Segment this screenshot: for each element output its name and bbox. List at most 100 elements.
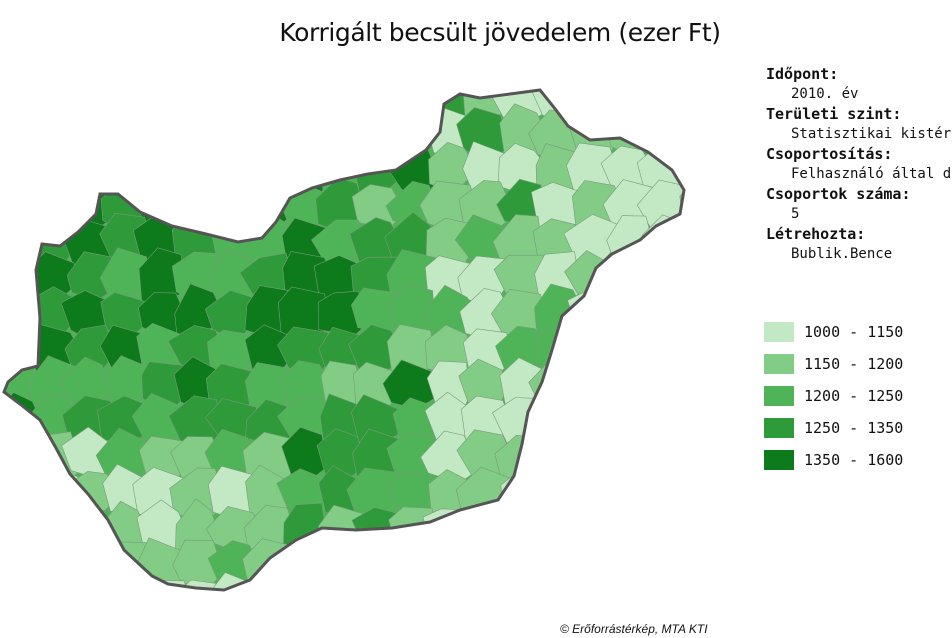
map-region bbox=[30, 503, 77, 558]
map-region bbox=[177, 146, 226, 199]
map-region bbox=[672, 537, 684, 590]
map-region bbox=[599, 542, 659, 590]
region-cells bbox=[4, 90, 684, 590]
map-region bbox=[140, 109, 184, 158]
map-region bbox=[278, 90, 331, 121]
map-region bbox=[4, 471, 43, 520]
map-region bbox=[460, 538, 515, 589]
map-region bbox=[98, 90, 153, 126]
map-region bbox=[4, 90, 47, 129]
map-region bbox=[568, 505, 621, 556]
info-label: Létrehozta: bbox=[766, 225, 866, 243]
map-region bbox=[206, 90, 257, 121]
map-region bbox=[65, 90, 121, 121]
map-region bbox=[244, 103, 297, 161]
map-region bbox=[639, 432, 684, 487]
map-region bbox=[492, 504, 552, 562]
legend-label: 1350 - 1600 bbox=[804, 451, 904, 469]
map-region bbox=[600, 359, 661, 412]
map-region bbox=[248, 90, 298, 128]
map-region bbox=[22, 577, 79, 590]
map-region bbox=[210, 104, 259, 165]
map-region bbox=[644, 90, 684, 124]
map-region bbox=[66, 106, 116, 164]
legend-label: 1200 - 1250 bbox=[804, 387, 904, 405]
info-label: Csoportok száma: bbox=[766, 185, 911, 203]
map-region bbox=[675, 90, 684, 123]
map-region bbox=[637, 250, 684, 302]
map-region bbox=[27, 180, 84, 228]
map-region bbox=[565, 399, 618, 447]
map-region bbox=[25, 141, 80, 199]
map-region bbox=[4, 143, 46, 198]
info-label: Csoportosítás: bbox=[766, 145, 893, 163]
map-region bbox=[527, 396, 587, 451]
map-region bbox=[566, 539, 618, 590]
map-region bbox=[318, 109, 369, 162]
map-region bbox=[600, 325, 660, 377]
hungary-map-svg bbox=[2, 88, 686, 592]
map-region bbox=[4, 113, 47, 161]
map-region bbox=[530, 465, 584, 521]
map-region bbox=[673, 109, 684, 164]
info-row-grouping: Csoportosítás: Felhasználó által definiá… bbox=[766, 144, 952, 184]
info-value: Felhasználó által definiált bbox=[791, 166, 952, 182]
map-region bbox=[99, 106, 156, 159]
map-region bbox=[277, 107, 328, 162]
map-region bbox=[352, 572, 407, 590]
info-value: 2010. év bbox=[791, 86, 859, 102]
info-value: 5 bbox=[791, 206, 800, 222]
legend-swatch bbox=[764, 450, 794, 470]
map-region bbox=[601, 574, 656, 590]
map-region bbox=[175, 103, 223, 159]
map-region bbox=[604, 283, 658, 340]
map-region bbox=[568, 361, 625, 412]
map-region bbox=[386, 538, 443, 590]
map-region bbox=[209, 183, 260, 228]
legend-swatch bbox=[764, 322, 794, 342]
map-region bbox=[533, 544, 586, 590]
map-region bbox=[457, 507, 515, 560]
map-region bbox=[26, 541, 80, 590]
info-value: Statisztikai kistérség bbox=[791, 126, 952, 142]
map-region bbox=[678, 254, 684, 302]
map-region bbox=[567, 290, 617, 344]
map-region bbox=[462, 577, 508, 590]
map-region bbox=[388, 90, 438, 123]
map-region bbox=[102, 577, 153, 590]
map-region bbox=[317, 90, 365, 122]
map-region bbox=[4, 505, 47, 555]
map-region bbox=[569, 90, 620, 126]
map-region bbox=[28, 90, 79, 121]
map-region bbox=[205, 145, 265, 199]
map-region bbox=[636, 358, 684, 409]
map-region bbox=[680, 323, 684, 378]
legend-label: 1250 - 1350 bbox=[804, 419, 904, 437]
info-row-group-count: Csoportok száma: 5 bbox=[766, 184, 952, 224]
map-region bbox=[4, 433, 48, 485]
credit-text: © Erőforrástérkép, MTA KTI bbox=[560, 622, 708, 636]
map-region bbox=[136, 579, 188, 590]
legend-swatch bbox=[764, 418, 794, 438]
map-region bbox=[241, 579, 297, 590]
map-region bbox=[172, 539, 224, 590]
info-row-level: Területi szint: Statisztikai kistérség bbox=[766, 104, 952, 144]
map-region bbox=[679, 178, 684, 237]
map-region bbox=[680, 285, 684, 341]
legend-item: 1150 - 1200 bbox=[764, 348, 903, 380]
legend-label: 1000 - 1150 bbox=[804, 323, 904, 341]
map-region bbox=[4, 543, 48, 590]
legend-item: 1200 - 1250 bbox=[764, 380, 903, 412]
map-region bbox=[277, 542, 332, 590]
map-region bbox=[4, 572, 43, 590]
map-region bbox=[170, 90, 224, 126]
map-region bbox=[490, 536, 547, 590]
map-region bbox=[677, 471, 684, 525]
map-region bbox=[65, 144, 118, 195]
map-region bbox=[638, 326, 684, 375]
map-legend: 1000 - 1150 1150 - 1200 1200 - 1250 1250… bbox=[764, 316, 903, 476]
map-region bbox=[390, 576, 437, 590]
map-region bbox=[98, 143, 153, 193]
map-region bbox=[603, 429, 660, 487]
map-region bbox=[138, 90, 190, 125]
